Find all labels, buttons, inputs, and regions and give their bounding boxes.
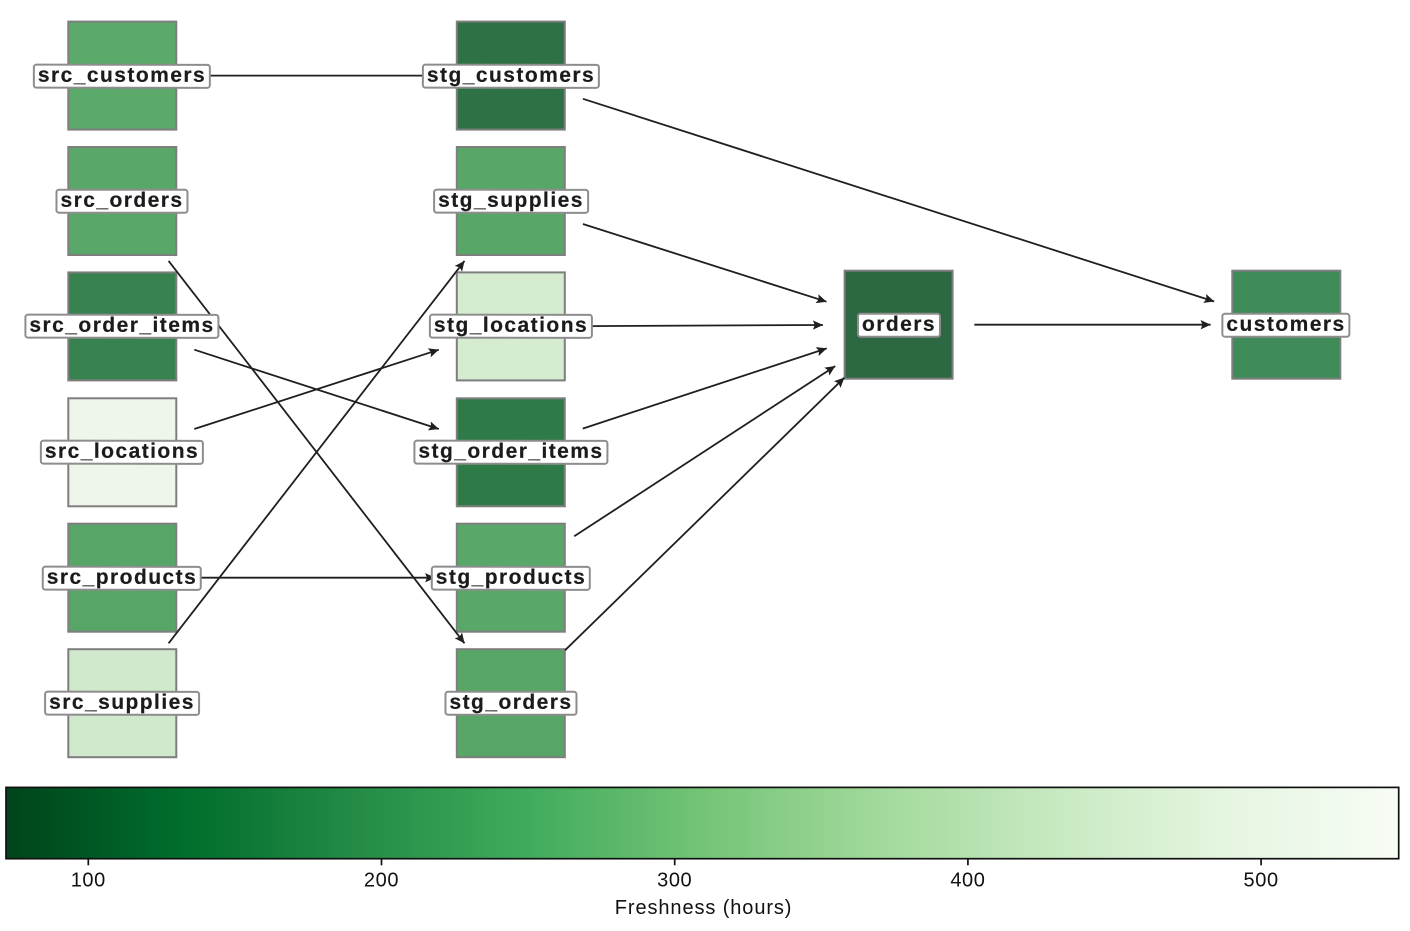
svg-text:500: 500 bbox=[1244, 870, 1279, 892]
svg-text:Freshness (hours): Freshness (hours) bbox=[615, 897, 793, 919]
svg-text:400: 400 bbox=[950, 870, 985, 892]
svg-text:300: 300 bbox=[657, 870, 692, 892]
svg-text:100: 100 bbox=[71, 870, 106, 892]
svg-text:200: 200 bbox=[364, 870, 399, 892]
